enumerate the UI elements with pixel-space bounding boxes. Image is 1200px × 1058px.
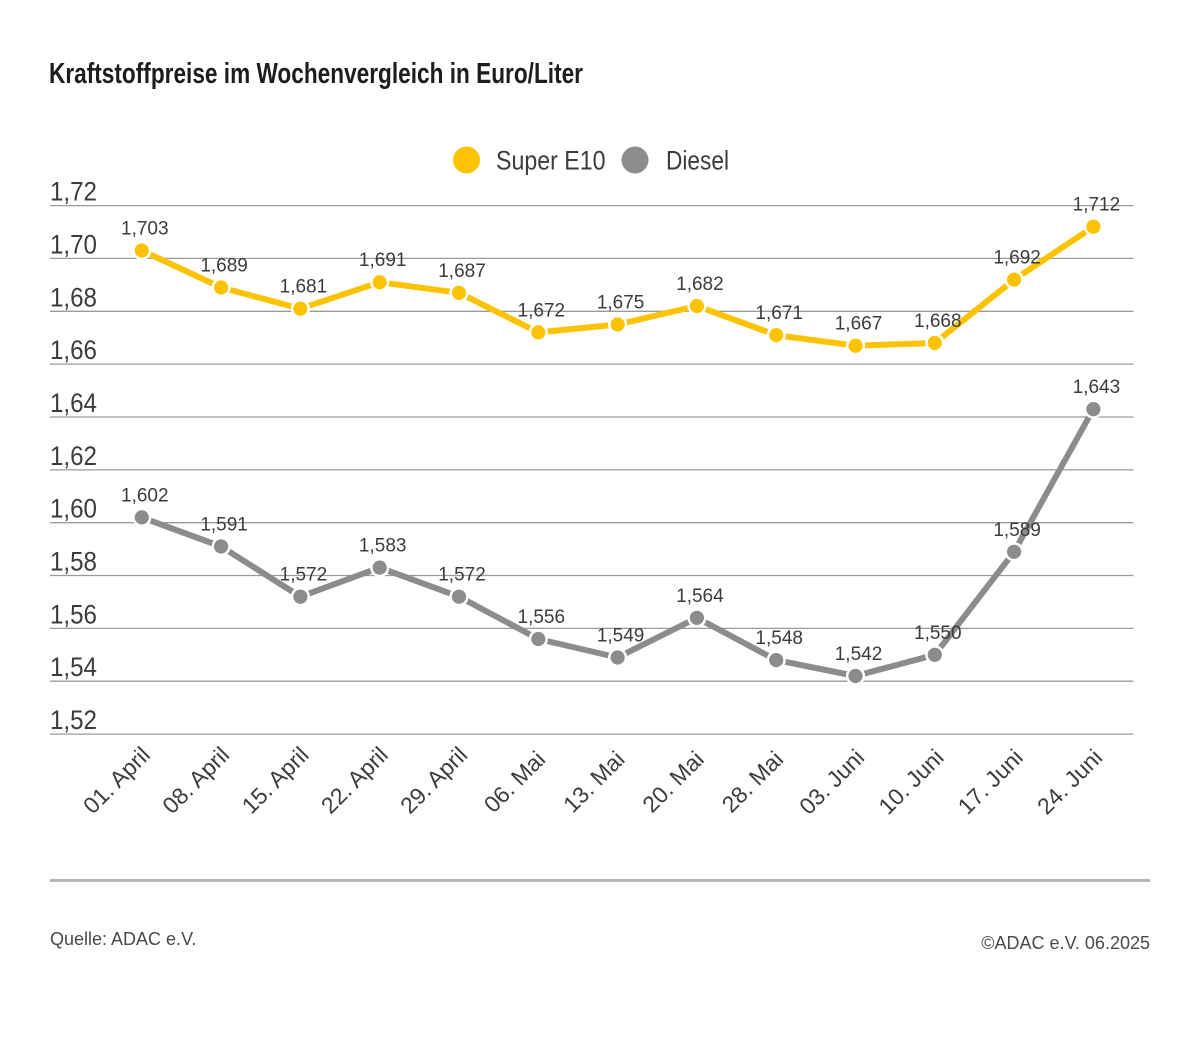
svg-text:Quelle: ADAC e.V.: Quelle: ADAC e.V. [50,929,196,949]
svg-text:10. Juni: 10. Juni [873,744,948,819]
svg-text:1,549: 1,549 [597,626,645,647]
svg-text:1,62: 1,62 [50,441,97,471]
svg-text:29. April: 29. April [395,742,472,819]
svg-text:03. Juni: 03. Juni [794,744,869,819]
svg-text:1,681: 1,681 [280,277,328,298]
svg-text:1,60: 1,60 [50,494,97,524]
svg-text:Kraftstoffpreise im Wochenverg: Kraftstoffpreise im Wochenvergleich in E… [49,58,583,90]
svg-text:1,671: 1,671 [755,303,803,324]
svg-text:28. Mai: 28. Mai [717,746,789,818]
svg-text:1,556: 1,556 [518,607,566,628]
svg-text:1,672: 1,672 [518,300,566,321]
svg-text:Diesel: Diesel [666,146,729,176]
svg-text:1,56: 1,56 [50,599,97,629]
svg-text:1,542: 1,542 [835,644,883,665]
svg-text:1,602: 1,602 [121,485,169,506]
svg-text:1,689: 1,689 [200,256,248,277]
svg-text:1,712: 1,712 [1073,195,1121,216]
svg-text:1,692: 1,692 [993,248,1041,269]
svg-text:©ADAC e.V. 06.2025: ©ADAC e.V. 06.2025 [981,933,1150,953]
svg-text:24. Juni: 24. Juni [1032,744,1107,819]
svg-text:1,572: 1,572 [280,565,328,586]
svg-text:1,667: 1,667 [835,314,883,335]
svg-text:1,703: 1,703 [121,219,169,240]
svg-text:1,564: 1,564 [676,586,724,607]
svg-text:17. Juni: 17. Juni [953,744,1028,819]
svg-text:1,675: 1,675 [597,293,645,314]
svg-text:1,548: 1,548 [755,628,803,649]
svg-text:01. April: 01. April [78,742,155,819]
svg-text:20. Mai: 20. Mai [637,746,709,818]
svg-text:1,583: 1,583 [359,536,407,557]
svg-text:15. April: 15. April [236,742,313,819]
svg-text:1,64: 1,64 [50,388,97,418]
svg-text:1,58: 1,58 [50,547,97,577]
svg-text:1,668: 1,668 [914,311,962,332]
svg-text:1,54: 1,54 [50,652,97,682]
svg-text:1,66: 1,66 [50,335,97,365]
svg-text:1,682: 1,682 [676,274,724,295]
svg-text:22. April: 22. April [316,742,393,819]
svg-text:08. April: 08. April [157,742,234,819]
svg-text:1,643: 1,643 [1073,377,1121,398]
svg-text:13. Mai: 13. Mai [558,746,630,818]
svg-text:1,591: 1,591 [200,515,248,536]
svg-text:1,72: 1,72 [50,177,97,207]
svg-text:1,687: 1,687 [438,261,486,282]
svg-text:Super E10: Super E10 [496,146,606,176]
svg-text:1,691: 1,691 [359,250,407,271]
svg-text:1,70: 1,70 [50,229,97,259]
svg-text:1,572: 1,572 [438,565,486,586]
svg-text:06. Mai: 06. Mai [479,746,551,818]
svg-text:1,68: 1,68 [50,282,97,312]
svg-text:1,550: 1,550 [914,623,962,644]
svg-text:1,589: 1,589 [993,520,1041,541]
svg-text:1,52: 1,52 [50,705,97,735]
